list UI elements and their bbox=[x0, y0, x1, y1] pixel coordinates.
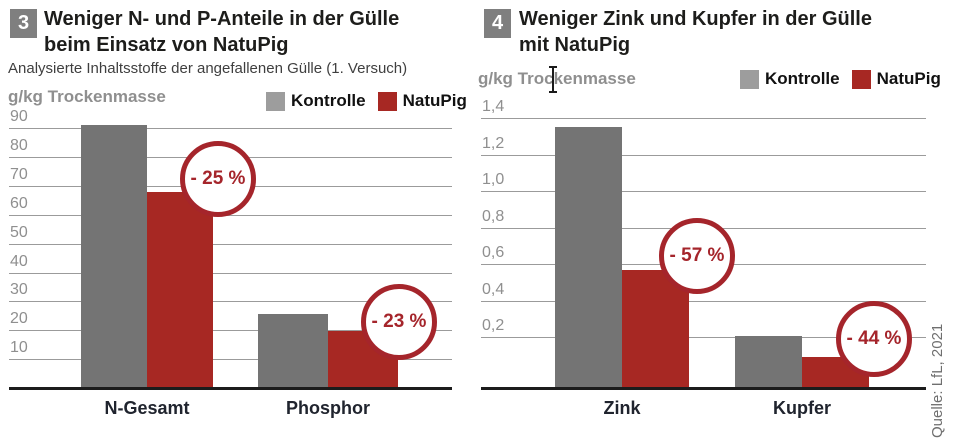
y-axis-tick-label: 20 bbox=[10, 310, 28, 328]
y-axis-tick-label: 0,6 bbox=[482, 244, 505, 262]
kontrolle-legend-swatch bbox=[266, 91, 285, 111]
gridline bbox=[481, 118, 926, 120]
y-axis-tick-label: 70 bbox=[10, 165, 28, 183]
y-axis-tick-label: 10 bbox=[10, 339, 28, 357]
y-axis-unit-label: g/kg Trockenmasse bbox=[8, 87, 166, 106]
bar-kontrolle-n-gesamt bbox=[81, 125, 147, 388]
category-label: Zink bbox=[603, 398, 641, 418]
y-axis-tick-label: 1,4 bbox=[482, 98, 505, 116]
y-axis-tick-label: 0,2 bbox=[482, 317, 505, 334]
percent-change-badge: - 25 % bbox=[180, 141, 256, 217]
percent-change-badge: - 44 % bbox=[836, 301, 912, 377]
bar-natupig-n-gesamt bbox=[147, 191, 213, 388]
gridline bbox=[481, 154, 926, 156]
y-axis-tick-label: 50 bbox=[10, 223, 28, 241]
chart-title: Weniger Zink und Kupfer in der Gülle mit… bbox=[519, 8, 872, 56]
bar-natupig-zink bbox=[622, 269, 689, 388]
y-axis-tick-label: 0,8 bbox=[482, 207, 505, 225]
percent-change-badge: - 57 % bbox=[659, 218, 735, 294]
gridline bbox=[9, 301, 452, 303]
category-label: N-Gesamt bbox=[104, 398, 190, 418]
x-axis-baseline bbox=[481, 386, 926, 390]
gridline bbox=[9, 272, 452, 274]
bar-kontrolle-kupfer bbox=[735, 335, 802, 388]
gridline bbox=[9, 243, 452, 245]
y-axis-tick-label: 90 bbox=[10, 108, 28, 126]
natupig-legend-swatch bbox=[377, 91, 397, 111]
legend-label-natupig: NatuPig bbox=[402, 91, 467, 110]
y-axis-tick-label: 40 bbox=[10, 252, 28, 270]
chart-number-badge: 3 bbox=[10, 9, 37, 38]
y-axis-tick-label: 1,2 bbox=[482, 134, 505, 152]
legend: Kontrolle NatuPig bbox=[740, 69, 953, 89]
chart-subtitle: Analysierte Inhaltsstoffe der angefallen… bbox=[8, 60, 408, 77]
category-label: Phosphor bbox=[286, 398, 370, 418]
y-axis-tick-label: 0,4 bbox=[482, 280, 505, 298]
y-axis-tick-label: 30 bbox=[10, 281, 28, 299]
legend-label-kontrolle: Kontrolle bbox=[765, 69, 840, 88]
bar-kontrolle-zink bbox=[555, 127, 622, 388]
source-note: Quelle: LfL, 2021 bbox=[929, 323, 946, 438]
percent-change-badge: - 23 % bbox=[361, 284, 437, 360]
chart-number-badge: 4 bbox=[484, 9, 511, 38]
y-axis-unit-label: g/kg Trockenmasse bbox=[478, 69, 636, 88]
gridline bbox=[9, 330, 452, 332]
y-axis-tick-label: 60 bbox=[10, 194, 28, 212]
legend-label-natupig: NatuPig bbox=[876, 69, 941, 88]
kontrolle-legend-swatch bbox=[740, 69, 759, 89]
category-label: Kupfer bbox=[773, 398, 831, 418]
bar-kontrolle-phosphor bbox=[258, 314, 328, 388]
gridline bbox=[481, 337, 926, 338]
legend: Kontrolle NatuPig bbox=[266, 91, 479, 111]
chart-title: Weniger N- und P-Anteile in der Gülle be… bbox=[44, 8, 400, 56]
x-axis-baseline bbox=[9, 386, 452, 390]
legend-label-kontrolle: Kontrolle bbox=[291, 91, 366, 110]
gridline bbox=[481, 300, 926, 302]
gridline bbox=[9, 214, 452, 216]
gridline bbox=[9, 128, 452, 130]
text-cursor-icon bbox=[548, 66, 558, 93]
natupig-legend-swatch bbox=[851, 69, 871, 89]
y-axis-tick-label: 1,0 bbox=[482, 171, 505, 189]
gridline bbox=[481, 191, 926, 193]
gridline bbox=[9, 359, 452, 361]
y-axis-tick-label: 80 bbox=[10, 137, 28, 154]
